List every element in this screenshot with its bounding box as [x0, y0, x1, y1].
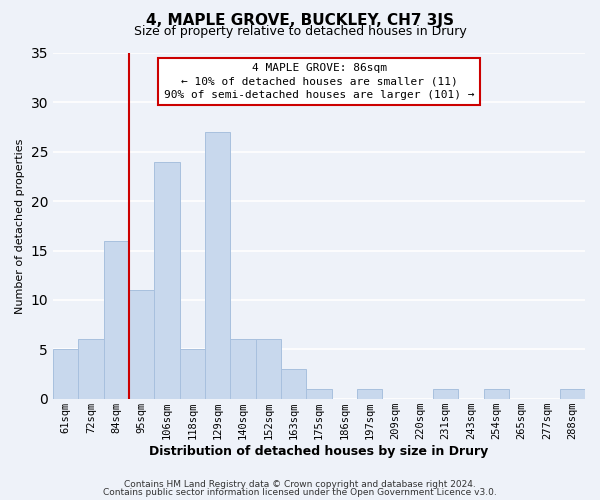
Bar: [129, 290, 154, 399]
Bar: [230, 340, 256, 398]
Text: 4 MAPLE GROVE: 86sqm
← 10% of detached houses are smaller (11)
90% of semi-detac: 4 MAPLE GROVE: 86sqm ← 10% of detached h…: [164, 64, 474, 100]
Bar: [205, 132, 230, 398]
Bar: [79, 340, 104, 398]
X-axis label: Distribution of detached houses by size in Drury: Distribution of detached houses by size …: [149, 444, 488, 458]
Y-axis label: Number of detached properties: Number of detached properties: [15, 138, 25, 314]
Text: Contains HM Land Registry data © Crown copyright and database right 2024.: Contains HM Land Registry data © Crown c…: [124, 480, 476, 489]
Bar: [154, 162, 179, 398]
Text: Size of property relative to detached houses in Drury: Size of property relative to detached ho…: [134, 25, 466, 38]
Bar: [484, 389, 509, 398]
Bar: [179, 350, 205, 399]
Bar: [307, 389, 332, 398]
Bar: [560, 389, 585, 398]
Bar: [433, 389, 458, 398]
Bar: [104, 240, 129, 398]
Bar: [281, 369, 307, 398]
Text: 4, MAPLE GROVE, BUCKLEY, CH7 3JS: 4, MAPLE GROVE, BUCKLEY, CH7 3JS: [146, 12, 454, 28]
Bar: [53, 350, 79, 399]
Bar: [256, 340, 281, 398]
Bar: [357, 389, 382, 398]
Text: Contains public sector information licensed under the Open Government Licence v3: Contains public sector information licen…: [103, 488, 497, 497]
